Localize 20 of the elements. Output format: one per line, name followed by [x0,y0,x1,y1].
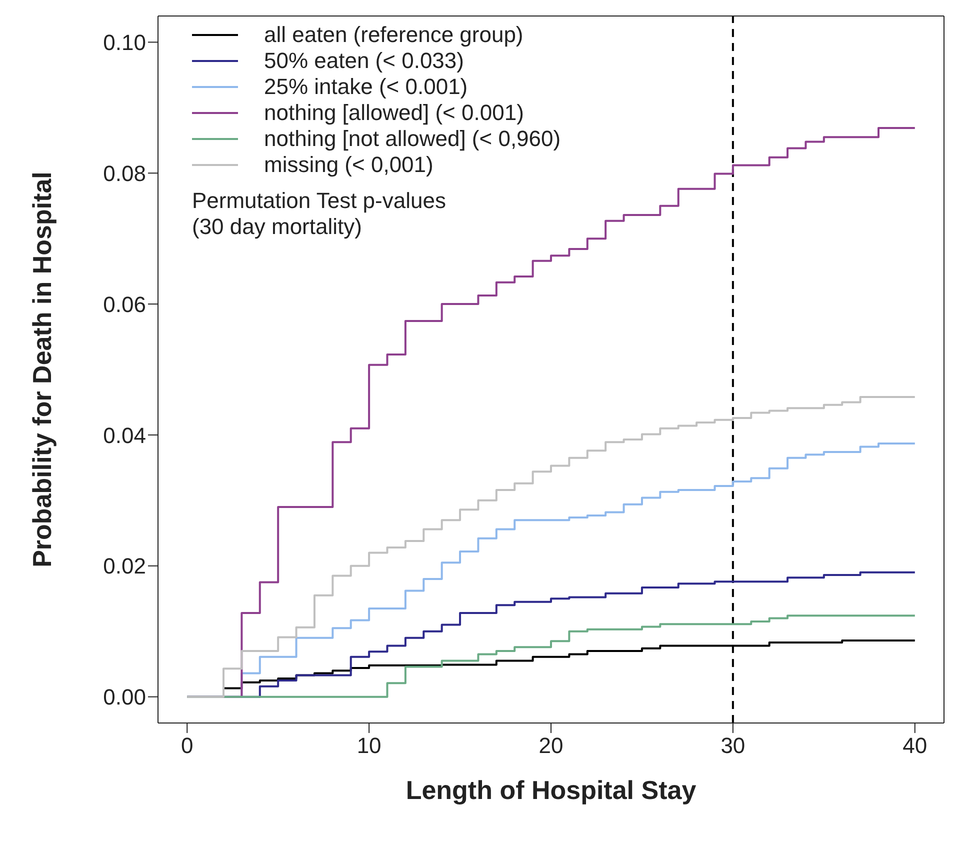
x-tick-label: 40 [902,733,928,758]
x-tick-label: 20 [538,733,564,758]
y-tick-label: 0.10 [103,30,146,55]
y-tick-label: 0.00 [103,684,146,710]
legend-label: all eaten (reference group) [264,22,524,48]
legend-label: 25% intake (< 0.001) [264,74,468,100]
y-tick-label: 0.06 [103,292,146,317]
y-tick-label: 0.02 [103,554,146,579]
legend-label: missing (< 0,001) [264,152,434,178]
x-tick-label: 30 [720,733,746,758]
y-tick-label: 0.04 [103,422,146,448]
y-axis-title: Probability for Death in Hospital [27,172,58,568]
legend-label: nothing [not allowed] (< 0,960) [264,126,561,152]
x-axis-title: Length of Hospital Stay [406,775,697,805]
legend-label: nothing [allowed] (< 0.001) [264,100,524,126]
legend-label: 50% eaten (< 0.033) [264,48,464,74]
legend-title: Permutation Test p-values (30 day mortality) [192,188,447,240]
y-tick-label: 0.08 [103,160,146,186]
x-tick-label: 0 [180,733,194,758]
x-tick-label: 10 [356,733,382,758]
